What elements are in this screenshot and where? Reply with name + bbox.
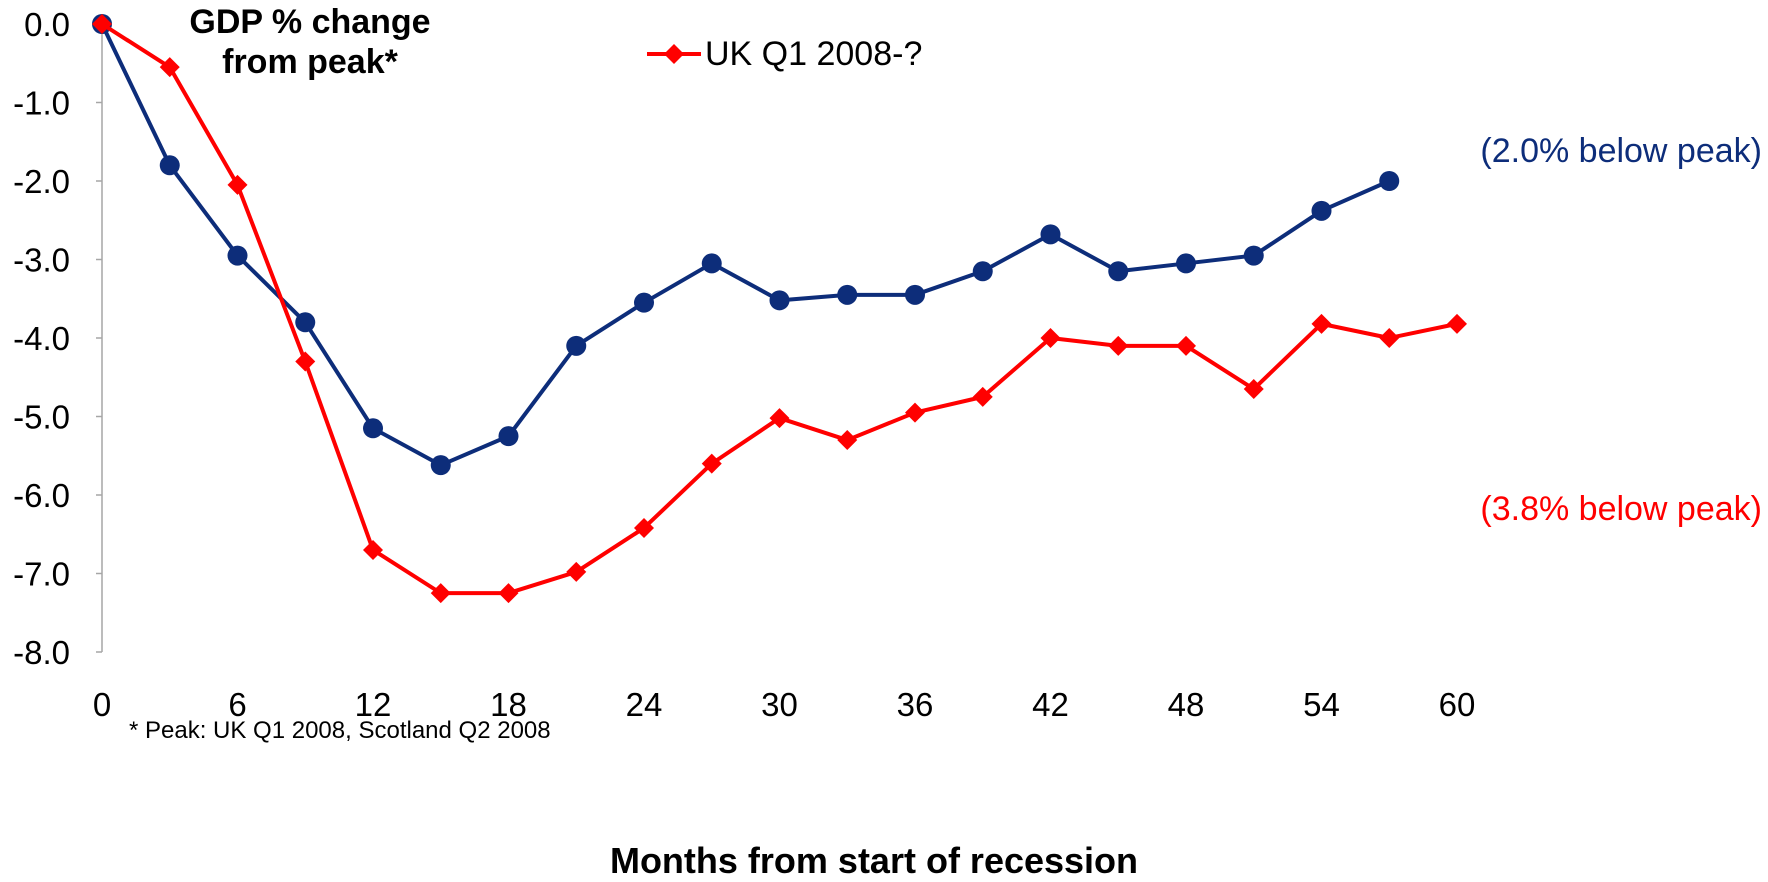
series-1-point-11 xyxy=(837,284,858,305)
series-1-point-5 xyxy=(430,455,451,476)
series-0-point-15 xyxy=(1108,335,1129,356)
chart-axes: 0.0 -1.0 -2.0 -3.0 -4.0 -5.0 -6.0 -7.0 -8.0 0 6 12 1… xyxy=(13,6,1475,723)
annotation-red-end: (3.8% below peak) xyxy=(1480,490,1762,528)
series-0-point-13 xyxy=(972,386,993,407)
x-tick-label-6: 36 xyxy=(897,686,934,723)
series-1 xyxy=(92,14,1400,476)
footnote: * Peak: UK Q1 2008, Scotland Q2 2008 xyxy=(129,717,551,744)
x-tick-label-1: 6 xyxy=(228,686,246,723)
series-1-point-7 xyxy=(566,335,587,356)
series-1-point-15 xyxy=(1108,261,1129,282)
x-tick-label-5: 30 xyxy=(761,686,798,723)
series-0-point-2 xyxy=(227,174,248,195)
series-1-point-8 xyxy=(634,292,654,313)
series-1-point-17 xyxy=(1243,245,1264,266)
legend: UK Q1 2008-? xyxy=(645,34,922,74)
y-tick-label-3: -3.0 xyxy=(13,242,70,279)
series-0-point-8 xyxy=(634,517,654,538)
series-0-point-20 xyxy=(1447,313,1467,334)
x-axis-label-text: Months from start of recession xyxy=(609,840,1139,881)
series-1-point-14 xyxy=(1040,224,1061,245)
y-tick-label-4: -4.0 xyxy=(13,320,70,357)
series-1-point-3 xyxy=(295,312,316,333)
x-tick-label-0: 0 xyxy=(93,686,111,723)
series-1-point-19 xyxy=(1379,171,1400,191)
y-tick-label-0: 0.0 xyxy=(24,6,70,43)
series-1-point-10 xyxy=(769,290,790,311)
series-0-point-17 xyxy=(1243,379,1264,400)
y-tick-label-5: -5.0 xyxy=(13,399,70,436)
series-0-point-10 xyxy=(769,408,790,429)
series-0-point-5 xyxy=(430,583,451,604)
series-1-line xyxy=(100,23,1391,468)
series-0-point-19 xyxy=(1379,328,1400,348)
series-0-point-6 xyxy=(498,583,519,604)
series-0-point-4 xyxy=(363,539,383,560)
x-tick-label-7: 42 xyxy=(1032,686,1069,723)
series-0-point-14 xyxy=(1040,328,1061,348)
series-0-point-16 xyxy=(1176,335,1196,356)
series-1-point-2 xyxy=(227,245,248,266)
x-axis-label: Months from start of recession xyxy=(0,840,1768,882)
x-tick-label-2: 12 xyxy=(355,686,392,723)
y-tick-label-8: -8.0 xyxy=(13,634,70,671)
series-0-point-7 xyxy=(566,561,587,582)
legend-label-uk: UK Q1 2008-? xyxy=(705,34,923,73)
y-tick-label-2: -2.0 xyxy=(13,163,70,200)
x-tick-label-4: 24 xyxy=(626,686,663,723)
legend-swatch-uk xyxy=(647,44,701,64)
series-1-point-9 xyxy=(701,253,722,274)
series-1-point-6 xyxy=(498,426,519,447)
annotation-blue-end: (2.0% below peak) xyxy=(1480,132,1762,170)
series-1-point-4 xyxy=(363,418,383,439)
series-0 xyxy=(92,14,1467,604)
x-tick-label-3: 18 xyxy=(490,686,527,723)
series-0-point-18 xyxy=(1311,313,1332,334)
x-tick-label-10: 60 xyxy=(1439,686,1476,723)
x-tick-label-8: 48 xyxy=(1168,686,1205,723)
series-1-point-12 xyxy=(905,284,925,305)
series-layer xyxy=(92,14,1467,604)
y-tick-label-6: -6.0 xyxy=(13,477,70,514)
series-1-point-18 xyxy=(1311,200,1332,221)
series-0-point-0 xyxy=(92,14,112,34)
series-0-point-3 xyxy=(295,351,316,372)
y-tick-label-1: -1.0 xyxy=(13,85,70,122)
series-0-point-12 xyxy=(905,402,925,423)
series-1-point-16 xyxy=(1176,253,1196,274)
series-0-point-11 xyxy=(837,430,858,451)
series-0-point-1 xyxy=(159,57,180,78)
series-0-point-9 xyxy=(701,453,722,474)
x-tick-label-9: 54 xyxy=(1303,686,1340,723)
series-1-point-1 xyxy=(159,155,180,176)
y-tick-label-7: -7.0 xyxy=(13,556,70,593)
chart-title: GDP % change from peak* xyxy=(189,3,431,81)
series-1-point-13 xyxy=(972,261,993,282)
